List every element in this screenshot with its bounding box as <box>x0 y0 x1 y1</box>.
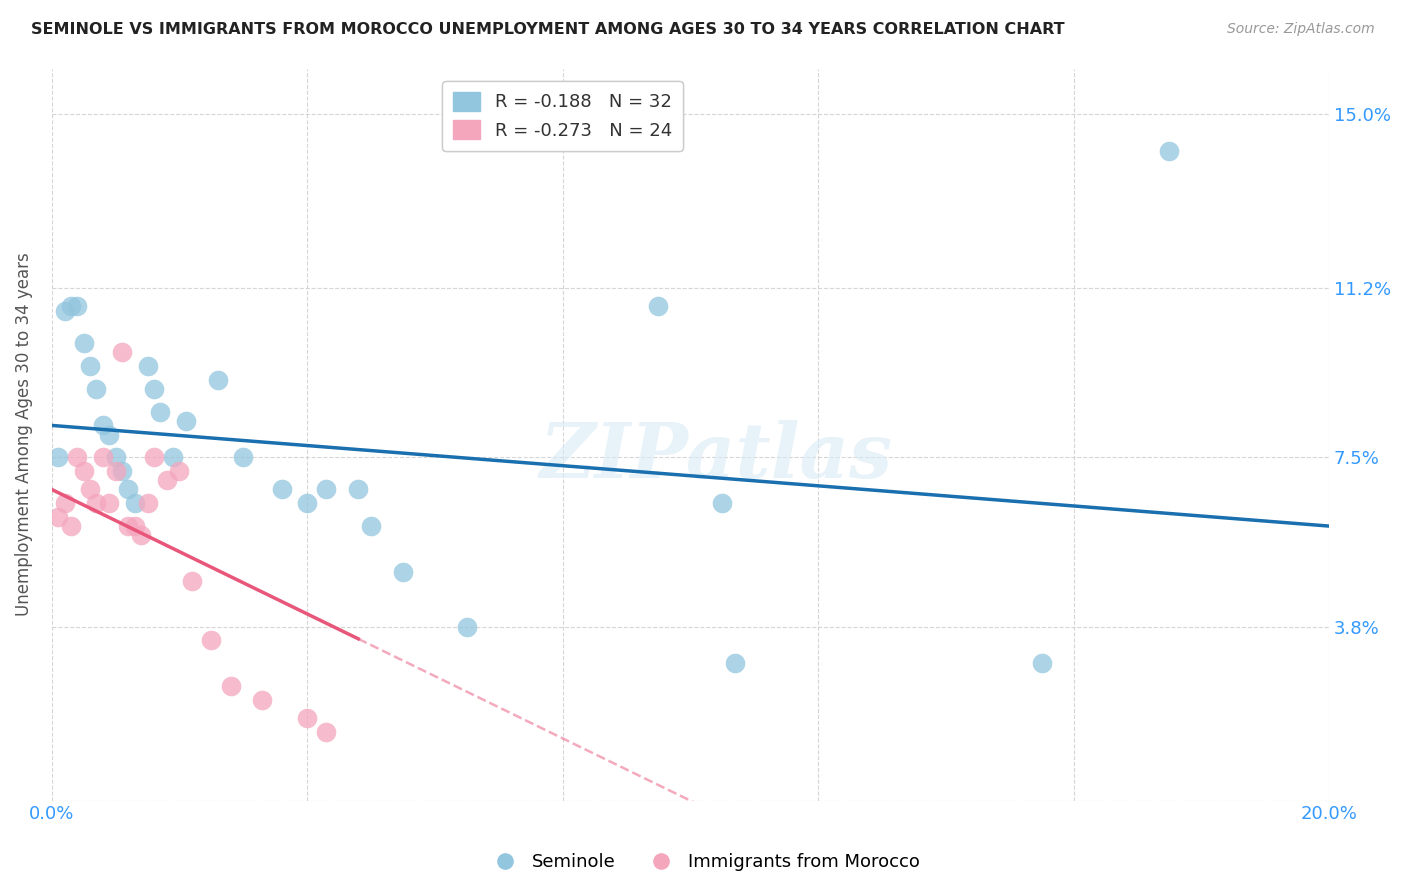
Point <box>53 496 76 510</box>
Point <box>315 483 337 497</box>
Point <box>124 496 146 510</box>
Point <box>232 450 254 465</box>
Point <box>1159 144 1181 158</box>
Point <box>169 464 191 478</box>
Point <box>79 483 101 497</box>
Point <box>647 300 669 314</box>
Point <box>142 450 165 465</box>
Point <box>53 304 76 318</box>
Point <box>46 450 69 465</box>
Legend: Seminole, Immigrants from Morocco: Seminole, Immigrants from Morocco <box>479 847 927 879</box>
Point <box>142 382 165 396</box>
Point <box>124 519 146 533</box>
Point <box>86 382 108 396</box>
Point <box>270 483 292 497</box>
Point <box>46 510 69 524</box>
Point <box>174 414 197 428</box>
Point <box>111 345 134 359</box>
Point <box>162 450 184 465</box>
Point <box>711 496 734 510</box>
Point <box>104 450 127 465</box>
Point <box>1031 657 1053 671</box>
Point <box>86 496 108 510</box>
Point <box>104 464 127 478</box>
Point <box>136 496 159 510</box>
Text: ZIPatlas: ZIPatlas <box>540 419 893 493</box>
Point <box>91 450 114 465</box>
Point <box>117 519 139 533</box>
Point <box>79 359 101 373</box>
Point <box>347 483 370 497</box>
Point <box>66 450 89 465</box>
Point <box>207 373 229 387</box>
Point <box>111 464 134 478</box>
Point <box>295 711 318 725</box>
Point <box>91 418 114 433</box>
Point <box>98 496 121 510</box>
Point <box>252 693 274 707</box>
Text: Source: ZipAtlas.com: Source: ZipAtlas.com <box>1227 22 1375 37</box>
Point <box>66 300 89 314</box>
Point <box>219 679 242 693</box>
Point <box>73 336 96 351</box>
Y-axis label: Unemployment Among Ages 30 to 34 years: Unemployment Among Ages 30 to 34 years <box>15 252 32 616</box>
Point <box>181 574 204 588</box>
Point <box>73 464 96 478</box>
Point <box>117 483 139 497</box>
Point <box>149 405 172 419</box>
Point <box>392 565 415 579</box>
Point <box>200 633 222 648</box>
Point <box>360 519 382 533</box>
Point <box>129 528 152 542</box>
Point <box>136 359 159 373</box>
Text: SEMINOLE VS IMMIGRANTS FROM MOROCCO UNEMPLOYMENT AMONG AGES 30 TO 34 YEARS CORRE: SEMINOLE VS IMMIGRANTS FROM MOROCCO UNEM… <box>31 22 1064 37</box>
Point <box>156 473 179 487</box>
Point <box>724 657 747 671</box>
Point <box>59 519 82 533</box>
Point <box>295 496 318 510</box>
Point <box>315 725 337 739</box>
Point <box>59 300 82 314</box>
Point <box>456 620 478 634</box>
Point <box>98 427 121 442</box>
Legend: R = -0.188   N = 32, R = -0.273   N = 24: R = -0.188 N = 32, R = -0.273 N = 24 <box>443 81 683 151</box>
